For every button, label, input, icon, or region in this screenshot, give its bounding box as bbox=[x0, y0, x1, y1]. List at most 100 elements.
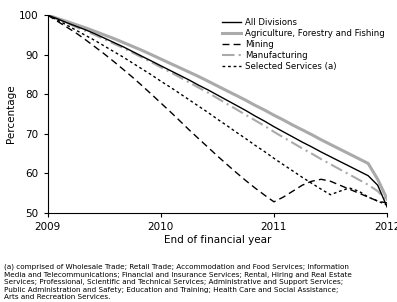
Mining bbox=[45, 13, 50, 17]
Selected Services (a) bbox=[291, 169, 295, 173]
Manufacturing bbox=[196, 86, 201, 89]
Mining bbox=[206, 146, 210, 149]
Line: All Divisions: All Divisions bbox=[48, 15, 387, 207]
Manufacturing bbox=[206, 91, 210, 95]
Agriculture, Forestry and Fishing bbox=[300, 128, 304, 132]
Agriculture, Forestry and Fishing bbox=[357, 157, 361, 161]
Y-axis label: Percentage: Percentage bbox=[6, 85, 16, 143]
Mining bbox=[375, 199, 380, 203]
Agriculture, Forestry and Fishing bbox=[93, 30, 97, 33]
All Divisions bbox=[111, 40, 116, 44]
Agriculture, Forestry and Fishing bbox=[319, 138, 324, 142]
Selected Services (a) bbox=[243, 137, 248, 140]
Agriculture, Forestry and Fishing bbox=[187, 70, 191, 74]
Selected Services (a) bbox=[149, 73, 154, 77]
Mining bbox=[73, 31, 78, 35]
Agriculture, Forestry and Fishing bbox=[206, 79, 210, 83]
Agriculture, Forestry and Fishing bbox=[234, 94, 239, 97]
Agriculture, Forestry and Fishing bbox=[243, 98, 248, 102]
All Divisions bbox=[64, 21, 69, 24]
Agriculture, Forestry and Fishing bbox=[272, 113, 276, 117]
All Divisions bbox=[149, 59, 154, 63]
All Divisions bbox=[366, 174, 370, 178]
Mining bbox=[309, 179, 314, 183]
Mining bbox=[347, 187, 352, 191]
Agriculture, Forestry and Fishing bbox=[281, 118, 286, 122]
Agriculture, Forestry and Fishing bbox=[73, 23, 78, 26]
All Divisions bbox=[215, 93, 220, 97]
Agriculture, Forestry and Fishing bbox=[121, 40, 125, 44]
Agriculture, Forestry and Fishing bbox=[130, 44, 135, 48]
Selected Services (a) bbox=[158, 79, 163, 83]
Manufacturing bbox=[243, 113, 248, 117]
All Divisions bbox=[158, 64, 163, 68]
All Divisions bbox=[139, 54, 144, 58]
Selected Services (a) bbox=[234, 130, 239, 134]
Manufacturing bbox=[337, 168, 342, 171]
Mining bbox=[168, 110, 173, 114]
Mining bbox=[291, 189, 295, 193]
Mining bbox=[111, 59, 116, 63]
Selected Services (a) bbox=[375, 199, 380, 203]
Selected Services (a) bbox=[357, 189, 361, 193]
All Divisions bbox=[206, 88, 210, 92]
Mining bbox=[281, 195, 286, 199]
Manufacturing bbox=[73, 25, 78, 29]
Agriculture, Forestry and Fishing bbox=[215, 84, 220, 88]
Agriculture, Forestry and Fishing bbox=[177, 66, 182, 69]
Selected Services (a) bbox=[93, 39, 97, 42]
Agriculture, Forestry and Fishing bbox=[224, 89, 229, 92]
Mining bbox=[158, 101, 163, 105]
Mining bbox=[149, 92, 154, 96]
Selected Services (a) bbox=[252, 143, 257, 147]
Manufacturing bbox=[319, 157, 324, 161]
Manufacturing bbox=[347, 173, 352, 176]
Selected Services (a) bbox=[215, 117, 220, 121]
Selected Services (a) bbox=[319, 187, 324, 191]
Agriculture, Forestry and Fishing bbox=[347, 152, 352, 156]
Manufacturing bbox=[139, 56, 144, 59]
Selected Services (a) bbox=[385, 203, 389, 207]
Agriculture, Forestry and Fishing bbox=[291, 123, 295, 127]
Manufacturing bbox=[385, 199, 389, 203]
Selected Services (a) bbox=[83, 34, 88, 37]
Manufacturing bbox=[281, 136, 286, 139]
Manufacturing bbox=[234, 108, 239, 111]
Selected Services (a) bbox=[139, 67, 144, 71]
Agriculture, Forestry and Fishing bbox=[252, 104, 257, 107]
All Divisions bbox=[319, 150, 324, 154]
Manufacturing bbox=[64, 21, 69, 25]
Agriculture, Forestry and Fishing bbox=[309, 133, 314, 137]
All Divisions bbox=[309, 145, 314, 149]
Selected Services (a) bbox=[111, 50, 116, 53]
Manufacturing bbox=[224, 102, 229, 105]
Mining bbox=[243, 179, 248, 182]
Mining bbox=[300, 183, 304, 187]
All Divisions bbox=[224, 98, 229, 102]
Selected Services (a) bbox=[45, 13, 50, 17]
All Divisions bbox=[281, 130, 286, 133]
Manufacturing bbox=[93, 33, 97, 37]
Mining bbox=[64, 25, 69, 29]
Agriculture, Forestry and Fishing bbox=[328, 143, 333, 146]
Manufacturing bbox=[45, 13, 50, 17]
Agriculture, Forestry and Fishing bbox=[139, 49, 144, 52]
Selected Services (a) bbox=[177, 92, 182, 95]
Manufacturing bbox=[158, 66, 163, 69]
Manufacturing bbox=[55, 17, 60, 21]
All Divisions bbox=[130, 50, 135, 53]
Selected Services (a) bbox=[73, 28, 78, 32]
All Divisions bbox=[102, 36, 107, 40]
Mining bbox=[130, 76, 135, 79]
Selected Services (a) bbox=[64, 23, 69, 27]
Line: Agriculture, Forestry and Fishing: Agriculture, Forestry and Fishing bbox=[48, 15, 387, 199]
Mining bbox=[357, 191, 361, 195]
Line: Manufacturing: Manufacturing bbox=[48, 15, 387, 201]
Mining bbox=[337, 183, 342, 187]
Agriculture, Forestry and Fishing bbox=[45, 13, 50, 17]
X-axis label: End of financial year: End of financial year bbox=[164, 235, 271, 245]
Manufacturing bbox=[272, 130, 276, 133]
Selected Services (a) bbox=[347, 186, 352, 190]
Agriculture, Forestry and Fishing bbox=[149, 53, 154, 56]
Manufacturing bbox=[102, 37, 107, 41]
